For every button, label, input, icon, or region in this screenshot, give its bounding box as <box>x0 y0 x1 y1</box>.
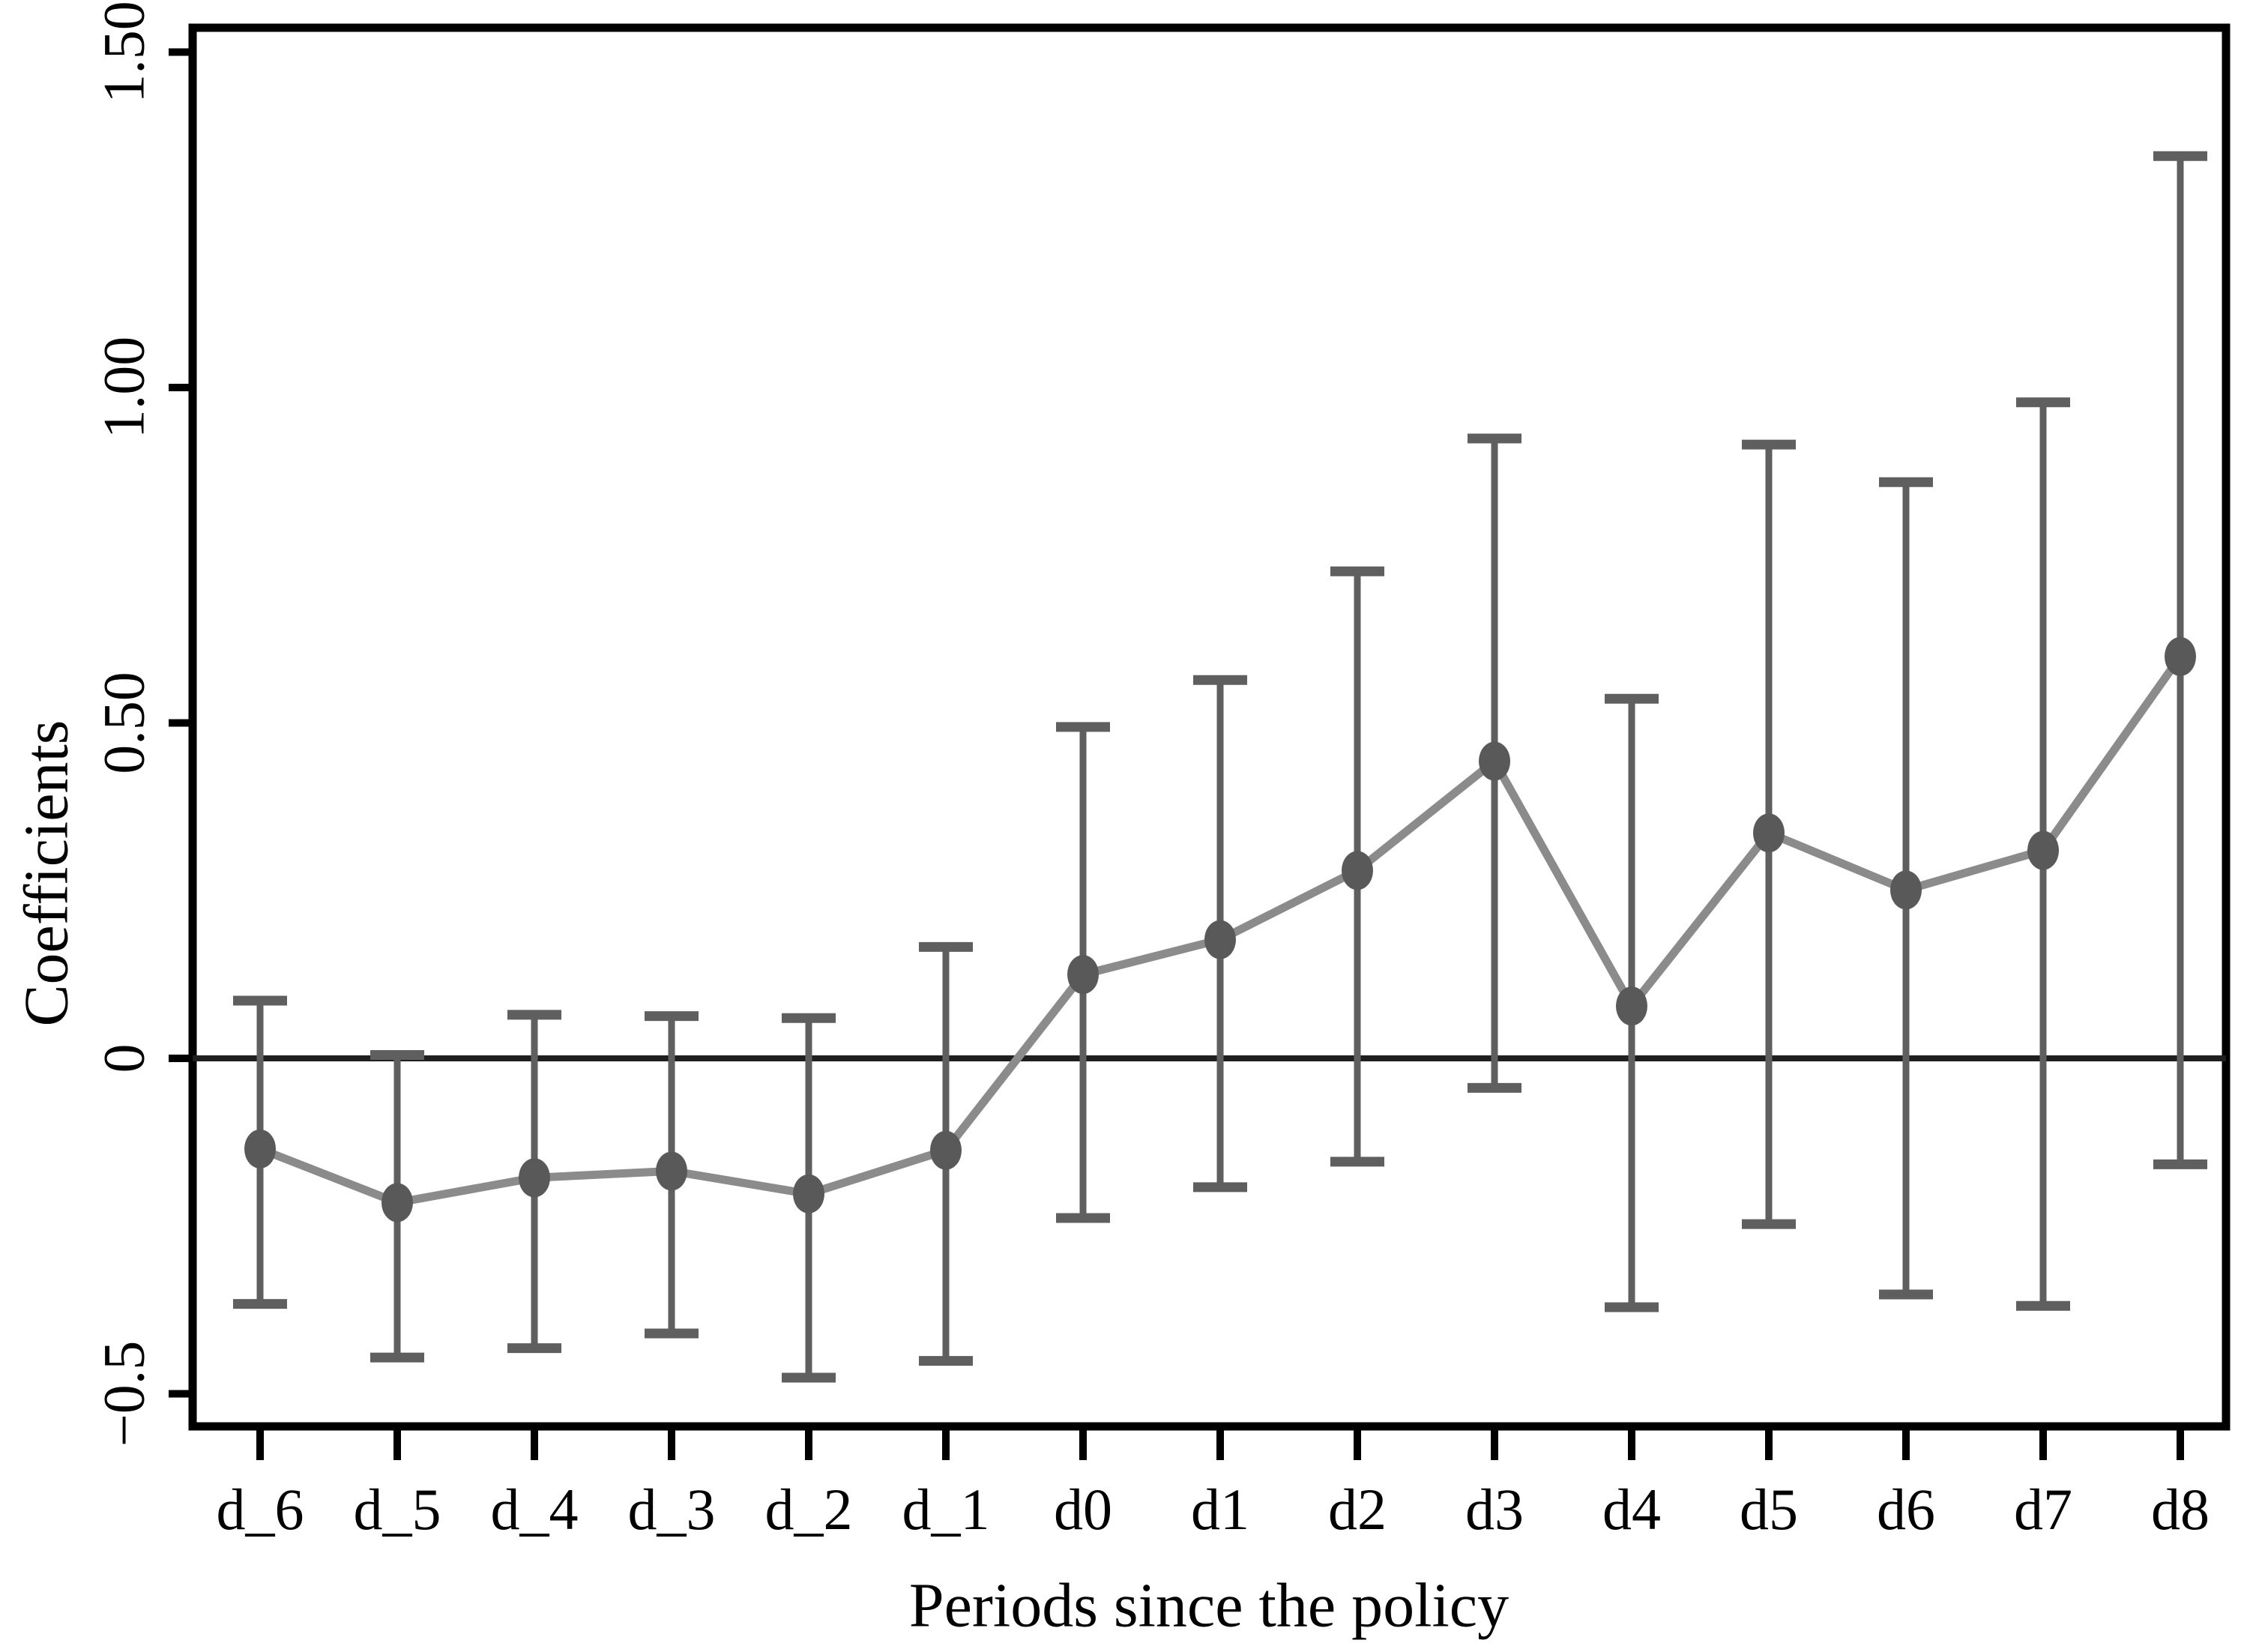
x-tick-label: d5 <box>1740 1477 1798 1542</box>
data-point <box>244 1129 276 1169</box>
x-tick-label: d4 <box>1602 1477 1661 1542</box>
x-tick-label: d_6 <box>217 1477 304 1542</box>
x-tick-label: d1 <box>1191 1477 1249 1542</box>
data-point <box>1067 955 1099 995</box>
data-point <box>519 1158 550 1198</box>
data-point <box>1204 920 1236 959</box>
data-point <box>2027 830 2059 870</box>
data-point <box>1616 986 1647 1026</box>
x-tick-label: d8 <box>2151 1477 2210 1542</box>
y-tick-label: 0.50 <box>91 672 157 774</box>
data-point <box>2165 636 2196 676</box>
data-point <box>1753 813 1785 853</box>
y-tick-label: −0.5 <box>91 1341 157 1447</box>
x-tick-label: d_1 <box>902 1477 990 1542</box>
plot-box <box>188 23 2231 1431</box>
data-point <box>656 1151 687 1191</box>
x-tick-label: d6 <box>1877 1477 1935 1542</box>
data-point <box>1479 741 1510 781</box>
data-point <box>793 1174 824 1214</box>
x-tick-label: d_3 <box>628 1477 716 1542</box>
data-point <box>930 1130 962 1170</box>
y-axis-title: Coefficients <box>11 720 82 1027</box>
x-tick-label: d_5 <box>354 1477 441 1542</box>
x-axis-title: Periods since the policy <box>908 1570 1509 1641</box>
y-tick-label: 1.00 <box>91 337 157 439</box>
x-tick-label: d_2 <box>765 1477 853 1542</box>
data-point <box>1890 870 1922 910</box>
data-point <box>381 1183 413 1223</box>
x-tick-label: d_4 <box>491 1477 579 1542</box>
x-tick-label: d0 <box>1054 1477 1112 1542</box>
y-tick-label: 0 <box>91 1044 157 1073</box>
y-tick-label: 1.50 <box>91 1 157 103</box>
x-tick-label: d2 <box>1328 1477 1387 1542</box>
x-tick-label: d3 <box>1465 1477 1524 1542</box>
data-point <box>1342 851 1373 890</box>
x-tick-label: d7 <box>2014 1477 2072 1542</box>
